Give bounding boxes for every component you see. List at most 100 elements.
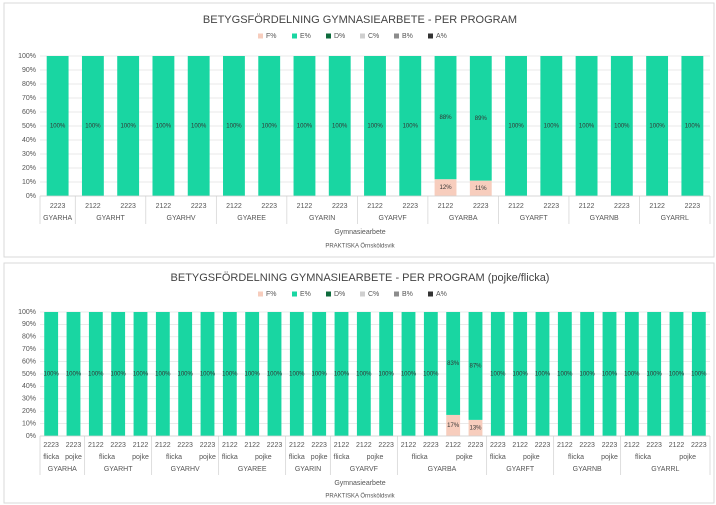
data-label: 100% bbox=[356, 372, 372, 378]
legend-label: E% bbox=[300, 33, 311, 40]
group-label: GYARFT bbox=[520, 215, 549, 222]
bar-segment bbox=[66, 312, 81, 436]
x-tick-label: 2122 bbox=[226, 203, 242, 210]
x-tick-label: 2223 bbox=[311, 442, 327, 449]
legend-label: A% bbox=[436, 33, 447, 40]
data-label: 100% bbox=[88, 372, 104, 378]
data-label: 100% bbox=[133, 372, 149, 378]
data-label: 12% bbox=[440, 185, 453, 191]
x-tick-label: 2122 bbox=[133, 442, 149, 449]
gender-label: pojke bbox=[367, 454, 384, 461]
data-label: 11% bbox=[475, 186, 487, 192]
bar-segment bbox=[434, 56, 457, 180]
y-tick-label: 50% bbox=[22, 123, 36, 130]
y-tick-label: 60% bbox=[22, 109, 36, 116]
x-tick-label: 2223 bbox=[614, 203, 630, 210]
y-tick-label: 100% bbox=[18, 53, 36, 60]
x-tick-label: 2223 bbox=[646, 442, 662, 449]
data-label: 100% bbox=[557, 372, 573, 378]
x-tick-label: 2223 bbox=[261, 203, 277, 210]
group-label: GYARBA bbox=[449, 215, 478, 222]
y-tick-label: 70% bbox=[22, 346, 36, 353]
bar-segment bbox=[152, 56, 175, 196]
group-label: GYARHA bbox=[48, 466, 77, 473]
y-tick-label: 0% bbox=[26, 433, 36, 440]
legend-label: A% bbox=[436, 291, 447, 298]
bar-segment bbox=[580, 312, 595, 436]
gender-label: flicka bbox=[166, 454, 182, 461]
legend-swatch bbox=[394, 33, 399, 39]
bar-segment bbox=[155, 312, 170, 436]
gender-label: flicka bbox=[43, 454, 59, 461]
legend-swatch bbox=[360, 33, 365, 39]
data-label: 100% bbox=[367, 124, 383, 130]
x-tick-label: 2122 bbox=[156, 203, 172, 210]
x-tick-label: 2223 bbox=[66, 442, 82, 449]
group-label: GYARIN bbox=[295, 466, 321, 473]
bar-segment bbox=[46, 56, 69, 196]
data-label: 100% bbox=[226, 124, 242, 130]
data-label: 100% bbox=[66, 372, 82, 378]
x-tick-label: 2122 bbox=[88, 442, 104, 449]
x-tick-label: 2122 bbox=[85, 203, 101, 210]
data-label: 100% bbox=[43, 372, 59, 378]
data-label: 100% bbox=[156, 124, 172, 130]
bar-segment bbox=[557, 312, 572, 436]
data-label: 100% bbox=[155, 372, 171, 378]
gender-label: flicka bbox=[334, 454, 350, 461]
bar-segment bbox=[293, 56, 316, 196]
y-tick-label: 90% bbox=[22, 321, 36, 328]
x-tick-label: 2122 bbox=[438, 203, 454, 210]
bar-segment bbox=[490, 312, 505, 436]
legend-swatch bbox=[258, 291, 263, 297]
chart-title: BETYGSFÖRDELNING GYMNASIEARBETE - PER PR… bbox=[203, 14, 517, 26]
y-tick-label: 90% bbox=[22, 67, 36, 74]
bar-segment bbox=[535, 312, 550, 436]
x-tick-label: 2122 bbox=[401, 442, 417, 449]
group-label: GYARBA bbox=[428, 466, 457, 473]
x-tick-label: 2122 bbox=[669, 442, 685, 449]
legend-swatch bbox=[258, 33, 263, 39]
bar-segment bbox=[434, 179, 457, 196]
legend-label: E% bbox=[300, 291, 311, 298]
gender-label: flicka bbox=[635, 454, 651, 461]
data-label: 100% bbox=[691, 372, 707, 378]
bar-segment bbox=[328, 56, 351, 196]
gender-label: pojke bbox=[523, 454, 540, 461]
bar-segment bbox=[647, 312, 662, 436]
legend-swatch bbox=[326, 291, 331, 297]
bar-segment bbox=[513, 312, 528, 436]
group-label: GYARHV bbox=[171, 466, 200, 473]
data-label: 100% bbox=[579, 124, 595, 130]
y-tick-label: 80% bbox=[22, 334, 36, 341]
x-tick-label: 2223 bbox=[378, 442, 394, 449]
x-tick-label: 2122 bbox=[624, 442, 640, 449]
axis-label: Gymnasiearbete bbox=[334, 229, 385, 236]
data-label: 100% bbox=[177, 372, 193, 378]
x-tick-label: 2122 bbox=[297, 203, 313, 210]
x-tick-label: 2223 bbox=[120, 203, 136, 210]
bar-segment bbox=[267, 312, 282, 436]
y-tick-label: 50% bbox=[22, 371, 36, 378]
legend-label: B% bbox=[402, 33, 413, 40]
axis-label: Gymnasiearbete bbox=[334, 480, 385, 487]
data-label: 100% bbox=[297, 124, 313, 130]
data-label: 100% bbox=[646, 372, 662, 378]
school-label: PRAKTISKA Örnsköldsvik bbox=[325, 243, 395, 250]
bar-segment bbox=[468, 312, 483, 420]
legend-swatch bbox=[428, 33, 433, 39]
data-label: 100% bbox=[544, 124, 560, 130]
data-label: 100% bbox=[311, 372, 327, 378]
data-label: 100% bbox=[332, 124, 348, 130]
gender-label: pojke bbox=[65, 454, 82, 461]
bar-segment bbox=[334, 312, 349, 436]
bar-segment bbox=[356, 312, 371, 436]
x-tick-label: 2122 bbox=[512, 442, 528, 449]
x-tick-label: 2122 bbox=[244, 442, 260, 449]
bar-segment bbox=[245, 312, 260, 436]
data-label: 100% bbox=[508, 124, 524, 130]
x-tick-label: 2122 bbox=[356, 442, 372, 449]
data-label: 100% bbox=[423, 372, 439, 378]
y-tick-label: 10% bbox=[22, 420, 36, 427]
data-label: 100% bbox=[669, 372, 685, 378]
